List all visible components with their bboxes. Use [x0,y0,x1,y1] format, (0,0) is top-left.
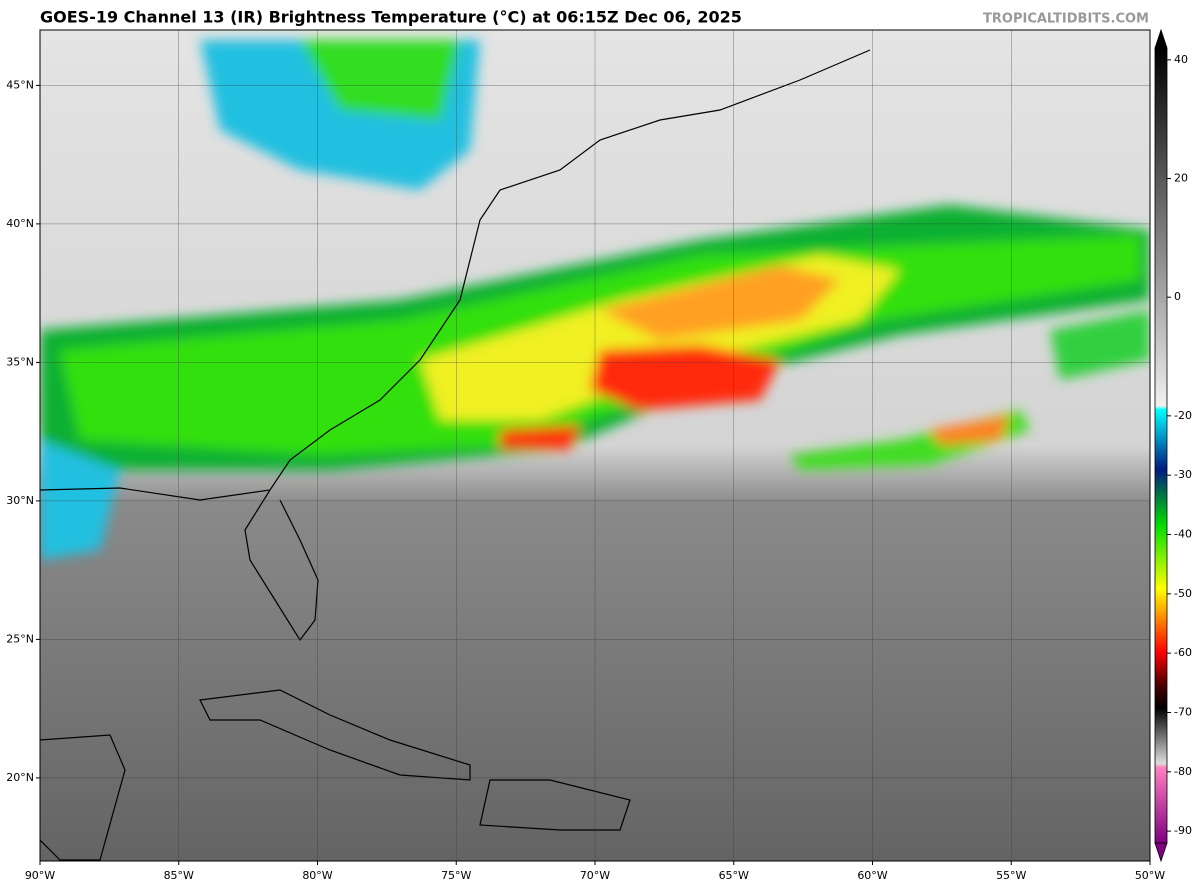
y-tick-label: 30°N [6,494,34,507]
colorbar-tick-label: 40 [1174,53,1188,66]
x-tick-label: 55°W [996,869,1026,882]
colorbar [1154,47,1168,844]
y-tick-label: 45°N [6,78,34,91]
x-tick-label: 90°W [25,869,55,882]
y-tick-label: 25°N [6,632,34,645]
x-tick-label: 85°W [164,869,194,882]
colorbar-tick-label: -30 [1174,468,1192,481]
credit: TROPICALTIDBITS.COM [983,12,1149,27]
colorbar-extend-top [1154,28,1168,49]
x-tick-label: 65°W [719,869,749,882]
colorbar-tick-label: -50 [1174,587,1192,600]
colorbar-tick-label: -20 [1174,409,1192,422]
x-tick-label: 80°W [302,869,332,882]
colorbar-tick-label: -90 [1174,824,1192,837]
y-tick-label: 35°N [6,355,34,368]
y-tick-label: 40°N [6,217,34,230]
x-tick-label: 60°W [857,869,887,882]
colorbar-tick-label: 0 [1174,290,1181,303]
colorbar-tick-label: 20 [1174,172,1188,185]
colorbar-tick-label: -40 [1174,527,1192,540]
title: GOES-19 Channel 13 (IR) Brightness Tempe… [40,8,742,27]
x-tick-label: 70°W [580,869,610,882]
colorbar-tick-label: -80 [1174,765,1192,778]
colorbar-tick-label: -60 [1174,646,1192,659]
y-tick-label: 20°N [6,771,34,784]
x-tick-label: 50°W [1135,869,1165,882]
colorbar-tick-label: -70 [1174,705,1192,718]
colorbar-extend-bottom [1154,842,1168,863]
x-tick-label: 75°W [441,869,471,882]
